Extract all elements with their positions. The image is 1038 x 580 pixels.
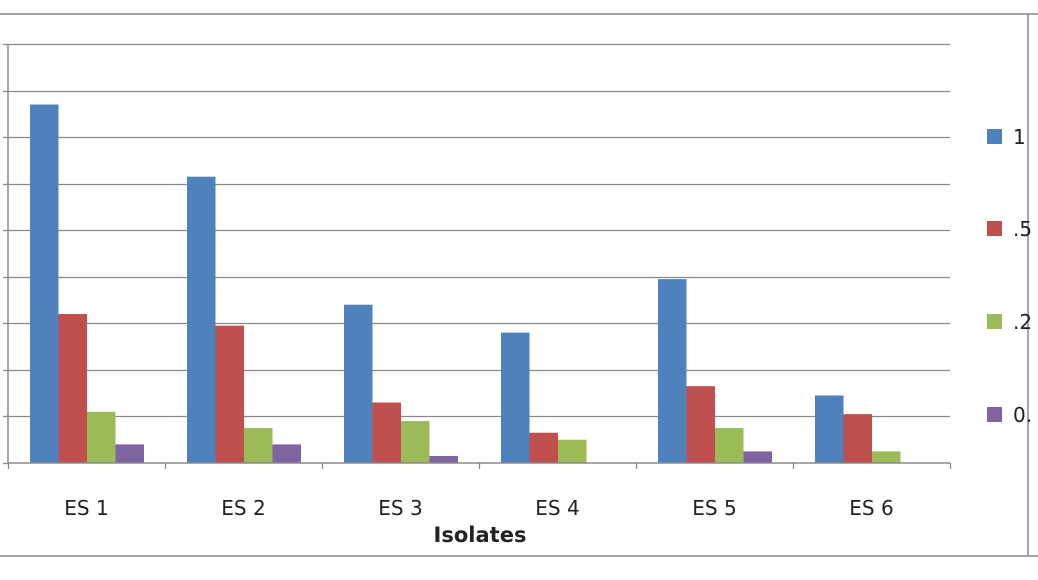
bar-es6-series2 [843, 414, 872, 463]
bar-es4-series1 [501, 332, 530, 463]
x-tick-label: ES 1 [64, 496, 108, 520]
bars [30, 104, 901, 464]
x-tick-label: ES 6 [849, 496, 893, 520]
legend-label: 1 [1013, 125, 1026, 149]
x-tick-label: ES 5 [692, 496, 736, 520]
bar-es1-series2 [58, 314, 87, 463]
bar-es2-series2 [215, 325, 244, 463]
x-tick-label: ES 3 [378, 496, 422, 520]
bar-es1-series4 [115, 444, 144, 463]
bar-es3-series3 [401, 421, 430, 463]
bar-es1-series1 [30, 104, 59, 464]
bar-es1-series3 [87, 411, 116, 463]
bar-es2-series3 [244, 428, 273, 463]
gridlines [8, 43, 950, 418]
bar-es5-series2 [686, 386, 715, 463]
bar-es5-series1 [658, 279, 687, 463]
legend-label: 0. [1013, 403, 1032, 427]
x-tick-label: ES 2 [221, 496, 265, 520]
bar-es4-series3 [558, 439, 587, 463]
bar-es5-series3 [715, 428, 744, 463]
axes [3, 43, 952, 469]
x-tick-label: ES 4 [535, 496, 579, 520]
bar-es2-series4 [272, 444, 301, 463]
legend-swatch [987, 314, 1002, 329]
bar-es2-series1 [187, 176, 216, 463]
legend-label: .2 [1013, 310, 1032, 334]
legend-swatch [987, 221, 1002, 236]
bar-es3-series4 [429, 456, 458, 463]
legend: 1 .5 .2 0. [987, 125, 1032, 427]
bar-es6-series1 [815, 395, 844, 463]
x-axis-title: Isolates [434, 523, 527, 547]
bar-es5-series4 [743, 451, 772, 463]
x-tick-labels: ES 1 ES 2 ES 3 ES 4 ES 5 ES 6 [64, 496, 893, 520]
bar-es3-series2 [372, 402, 401, 463]
legend-swatch [987, 407, 1002, 422]
legend-swatch [987, 129, 1002, 144]
bar-es6-series3 [872, 451, 901, 463]
bar-es3-series1 [344, 304, 373, 463]
bar-es4-series2 [529, 432, 558, 463]
legend-label: .5 [1013, 217, 1032, 241]
